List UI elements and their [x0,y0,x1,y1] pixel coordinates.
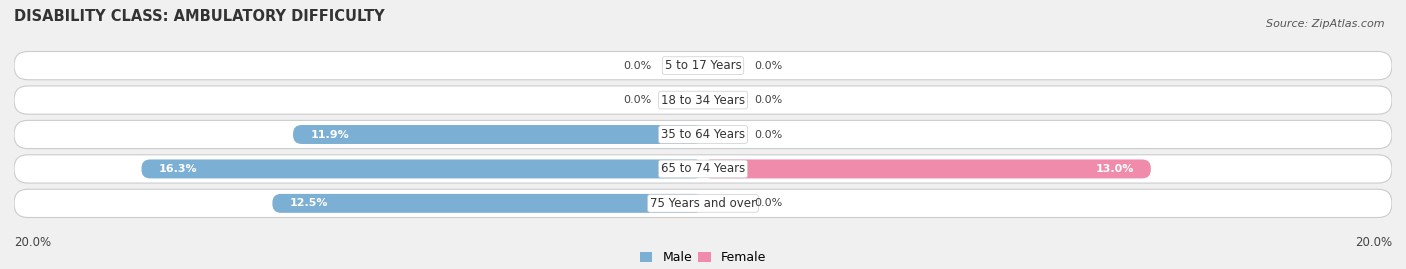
Text: 16.3%: 16.3% [159,164,197,174]
Text: 20.0%: 20.0% [1355,236,1392,249]
FancyBboxPatch shape [14,52,1392,80]
Text: 35 to 64 Years: 35 to 64 Years [661,128,745,141]
FancyBboxPatch shape [14,189,1392,217]
Text: 13.0%: 13.0% [1095,164,1133,174]
FancyBboxPatch shape [14,121,1392,148]
Text: 0.0%: 0.0% [755,129,783,140]
Text: 12.5%: 12.5% [290,198,328,208]
FancyBboxPatch shape [273,194,703,213]
Text: 5 to 17 Years: 5 to 17 Years [665,59,741,72]
Text: 18 to 34 Years: 18 to 34 Years [661,94,745,107]
Text: 11.9%: 11.9% [311,129,349,140]
FancyBboxPatch shape [703,160,1152,178]
Legend: Male, Female: Male, Female [636,246,770,269]
Text: 0.0%: 0.0% [755,198,783,208]
Text: 65 to 74 Years: 65 to 74 Years [661,162,745,175]
Text: 0.0%: 0.0% [755,61,783,71]
Text: DISABILITY CLASS: AMBULATORY DIFFICULTY: DISABILITY CLASS: AMBULATORY DIFFICULTY [14,9,385,24]
Text: 75 Years and over: 75 Years and over [650,197,756,210]
FancyBboxPatch shape [292,125,703,144]
Text: Source: ZipAtlas.com: Source: ZipAtlas.com [1267,19,1385,29]
FancyBboxPatch shape [14,155,1392,183]
FancyBboxPatch shape [14,86,1392,114]
Text: 0.0%: 0.0% [623,61,651,71]
FancyBboxPatch shape [142,160,703,178]
Text: 0.0%: 0.0% [755,95,783,105]
Text: 0.0%: 0.0% [623,95,651,105]
Text: 20.0%: 20.0% [14,236,51,249]
